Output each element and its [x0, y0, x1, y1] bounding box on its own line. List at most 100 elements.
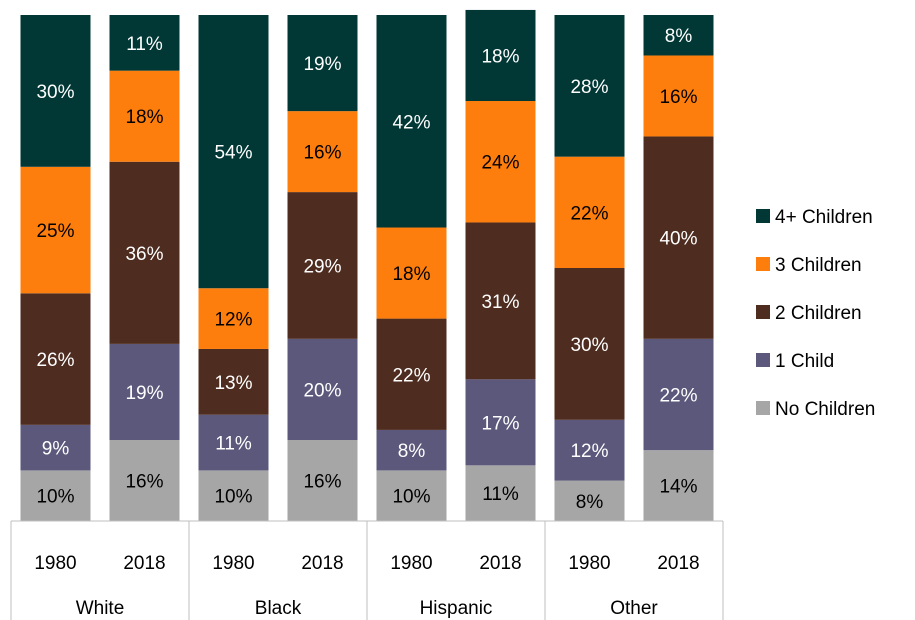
data-label: 22%	[659, 386, 697, 407]
bar-segment-1-child-white-1980	[20, 424, 91, 471]
bar-segment-3-children-other-2018	[643, 55, 714, 137]
data-label: 11%	[482, 484, 519, 505]
bar-segment-no-children-white-2018	[109, 440, 180, 521]
bar-segment-2-children-other-1980	[554, 268, 625, 420]
bar-segment-3-children-white-2018	[109, 70, 180, 162]
data-label: 18%	[392, 264, 430, 285]
bar-segment-2-children-hispanic-1980	[376, 318, 447, 430]
data-label: 16%	[303, 472, 341, 493]
bar-segment-no-children-hispanic-1980	[376, 470, 447, 521]
data-label: 16%	[125, 472, 163, 493]
group-label-white: White	[76, 598, 125, 619]
data-label: 17%	[481, 413, 519, 434]
bar-segment-3-children-hispanic-1980	[376, 227, 447, 319]
bar-segment-3-children-hispanic-2018	[465, 101, 536, 223]
bar-segment-2-children-other-2018	[643, 136, 714, 339]
data-label: 8%	[576, 492, 604, 513]
data-label: 22%	[392, 365, 430, 386]
data-label: 28%	[570, 77, 608, 98]
legend-swatch-1-child	[756, 353, 770, 367]
bar-segment-4-children-white-2018	[109, 15, 180, 71]
legend-swatch-3-children	[756, 257, 770, 271]
bar-segment-2-children-black-2018	[287, 192, 358, 339]
bar-segment-1-child-other-2018	[643, 338, 714, 451]
bar-segment-4-children-black-1980	[198, 15, 269, 289]
legend: 4+ Children 3 Children 2 Children 1 Child No…	[756, 207, 875, 420]
tick-label-2018: 2018	[301, 553, 343, 574]
bar-segment-2-children-white-1980	[20, 293, 91, 425]
group-label-hispanic: Hispanic	[420, 598, 493, 619]
data-label: 31%	[481, 292, 519, 313]
group-label-other: Other	[610, 598, 658, 619]
bar-segment-no-children-white-1980	[20, 470, 91, 521]
bar-segment-2-children-black-1980	[198, 348, 269, 415]
bar-segment-1-child-hispanic-1980	[376, 429, 447, 471]
bar-segment-4-children-other-1980	[554, 15, 625, 157]
data-label: 40%	[659, 229, 697, 250]
bar-segment-no-children-black-1980	[198, 470, 269, 521]
bar-segment-no-children-black-2018	[287, 440, 358, 521]
data-label: 30%	[570, 335, 608, 356]
bar-segment-3-children-black-2018	[287, 111, 358, 193]
tick-label-1980: 1980	[212, 553, 254, 574]
legend-label-4-children: 4+ Children	[775, 207, 873, 228]
bar-segment-3-children-other-1980	[554, 156, 625, 268]
bar-segment-no-children-other-1980	[554, 480, 625, 521]
data-label: 19%	[303, 54, 341, 75]
data-label: 8%	[665, 26, 693, 47]
data-label: 19%	[125, 383, 163, 404]
data-label: 16%	[659, 87, 697, 108]
data-label: 16%	[303, 143, 341, 164]
bar-segment-4-children-other-2018	[643, 15, 714, 56]
bar-segment-4-children-black-2018	[287, 15, 358, 112]
data-label: 13%	[214, 373, 252, 394]
tick-label-2018: 2018	[657, 553, 699, 574]
legend-label-1-child: 1 Child	[775, 351, 834, 372]
data-label: 11%	[215, 434, 252, 455]
data-label: 10%	[36, 487, 74, 508]
bar-segment-1-child-white-2018	[109, 343, 180, 441]
bar-segment-3-children-black-1980	[198, 288, 269, 349]
group-label-black: Black	[255, 598, 302, 619]
bar-segment-4-children-hispanic-1980	[376, 15, 447, 228]
bar-segment-1-child-other-1980	[554, 419, 625, 481]
data-label: 20%	[303, 380, 341, 401]
bar-segment-2-children-hispanic-2018	[465, 222, 536, 380]
data-label: 18%	[125, 107, 163, 128]
data-label: 8%	[398, 441, 426, 462]
data-label: 42%	[392, 112, 430, 133]
tick-label-2018: 2018	[123, 553, 165, 574]
tick-label-1980: 1980	[390, 553, 432, 574]
data-label: 9%	[42, 439, 70, 460]
legend-label-3-children: 3 Children	[775, 255, 862, 276]
legend-swatch-2-children	[756, 305, 770, 319]
legend-swatch-4-children	[756, 209, 770, 223]
legend-swatch-no-children	[756, 401, 770, 415]
bar-segment-3-children-white-1980	[20, 166, 91, 294]
data-label: 22%	[570, 203, 608, 224]
data-label: 12%	[570, 441, 608, 462]
data-label: 26%	[36, 350, 74, 371]
data-label: 10%	[214, 487, 252, 508]
legend-label-2-children: 2 Children	[775, 303, 862, 324]
bar-segment-1-child-black-1980	[198, 414, 269, 471]
data-label: 11%	[126, 34, 163, 55]
bar-segment-4-children-hispanic-2018	[465, 9, 536, 102]
bar-segment-no-children-hispanic-2018	[465, 465, 536, 521]
data-label: 25%	[36, 221, 74, 242]
bar-segment-4-children-white-1980	[20, 15, 91, 167]
data-label: 12%	[214, 310, 252, 331]
bar-segment-1-child-hispanic-2018	[465, 379, 536, 466]
bar-segment-no-children-other-2018	[643, 450, 714, 521]
data-label: 18%	[481, 46, 519, 67]
tick-label-2018: 2018	[479, 553, 521, 574]
tick-label-1980: 1980	[34, 553, 76, 574]
tick-label-1980: 1980	[568, 553, 610, 574]
data-label: 30%	[36, 82, 74, 103]
data-label: 24%	[481, 153, 519, 174]
category-axis: 1980 2018 White 1980 2018 Black 1980 2018 Hispan…	[10, 520, 724, 620]
legend-label-no-children: No Children	[775, 399, 875, 420]
data-label: 54%	[214, 143, 252, 164]
bars-layer: 10% 9% 26% 25% 30% 16% 19% 36% 18% 11% 10% 11% 13% 12…	[20, 9, 714, 521]
